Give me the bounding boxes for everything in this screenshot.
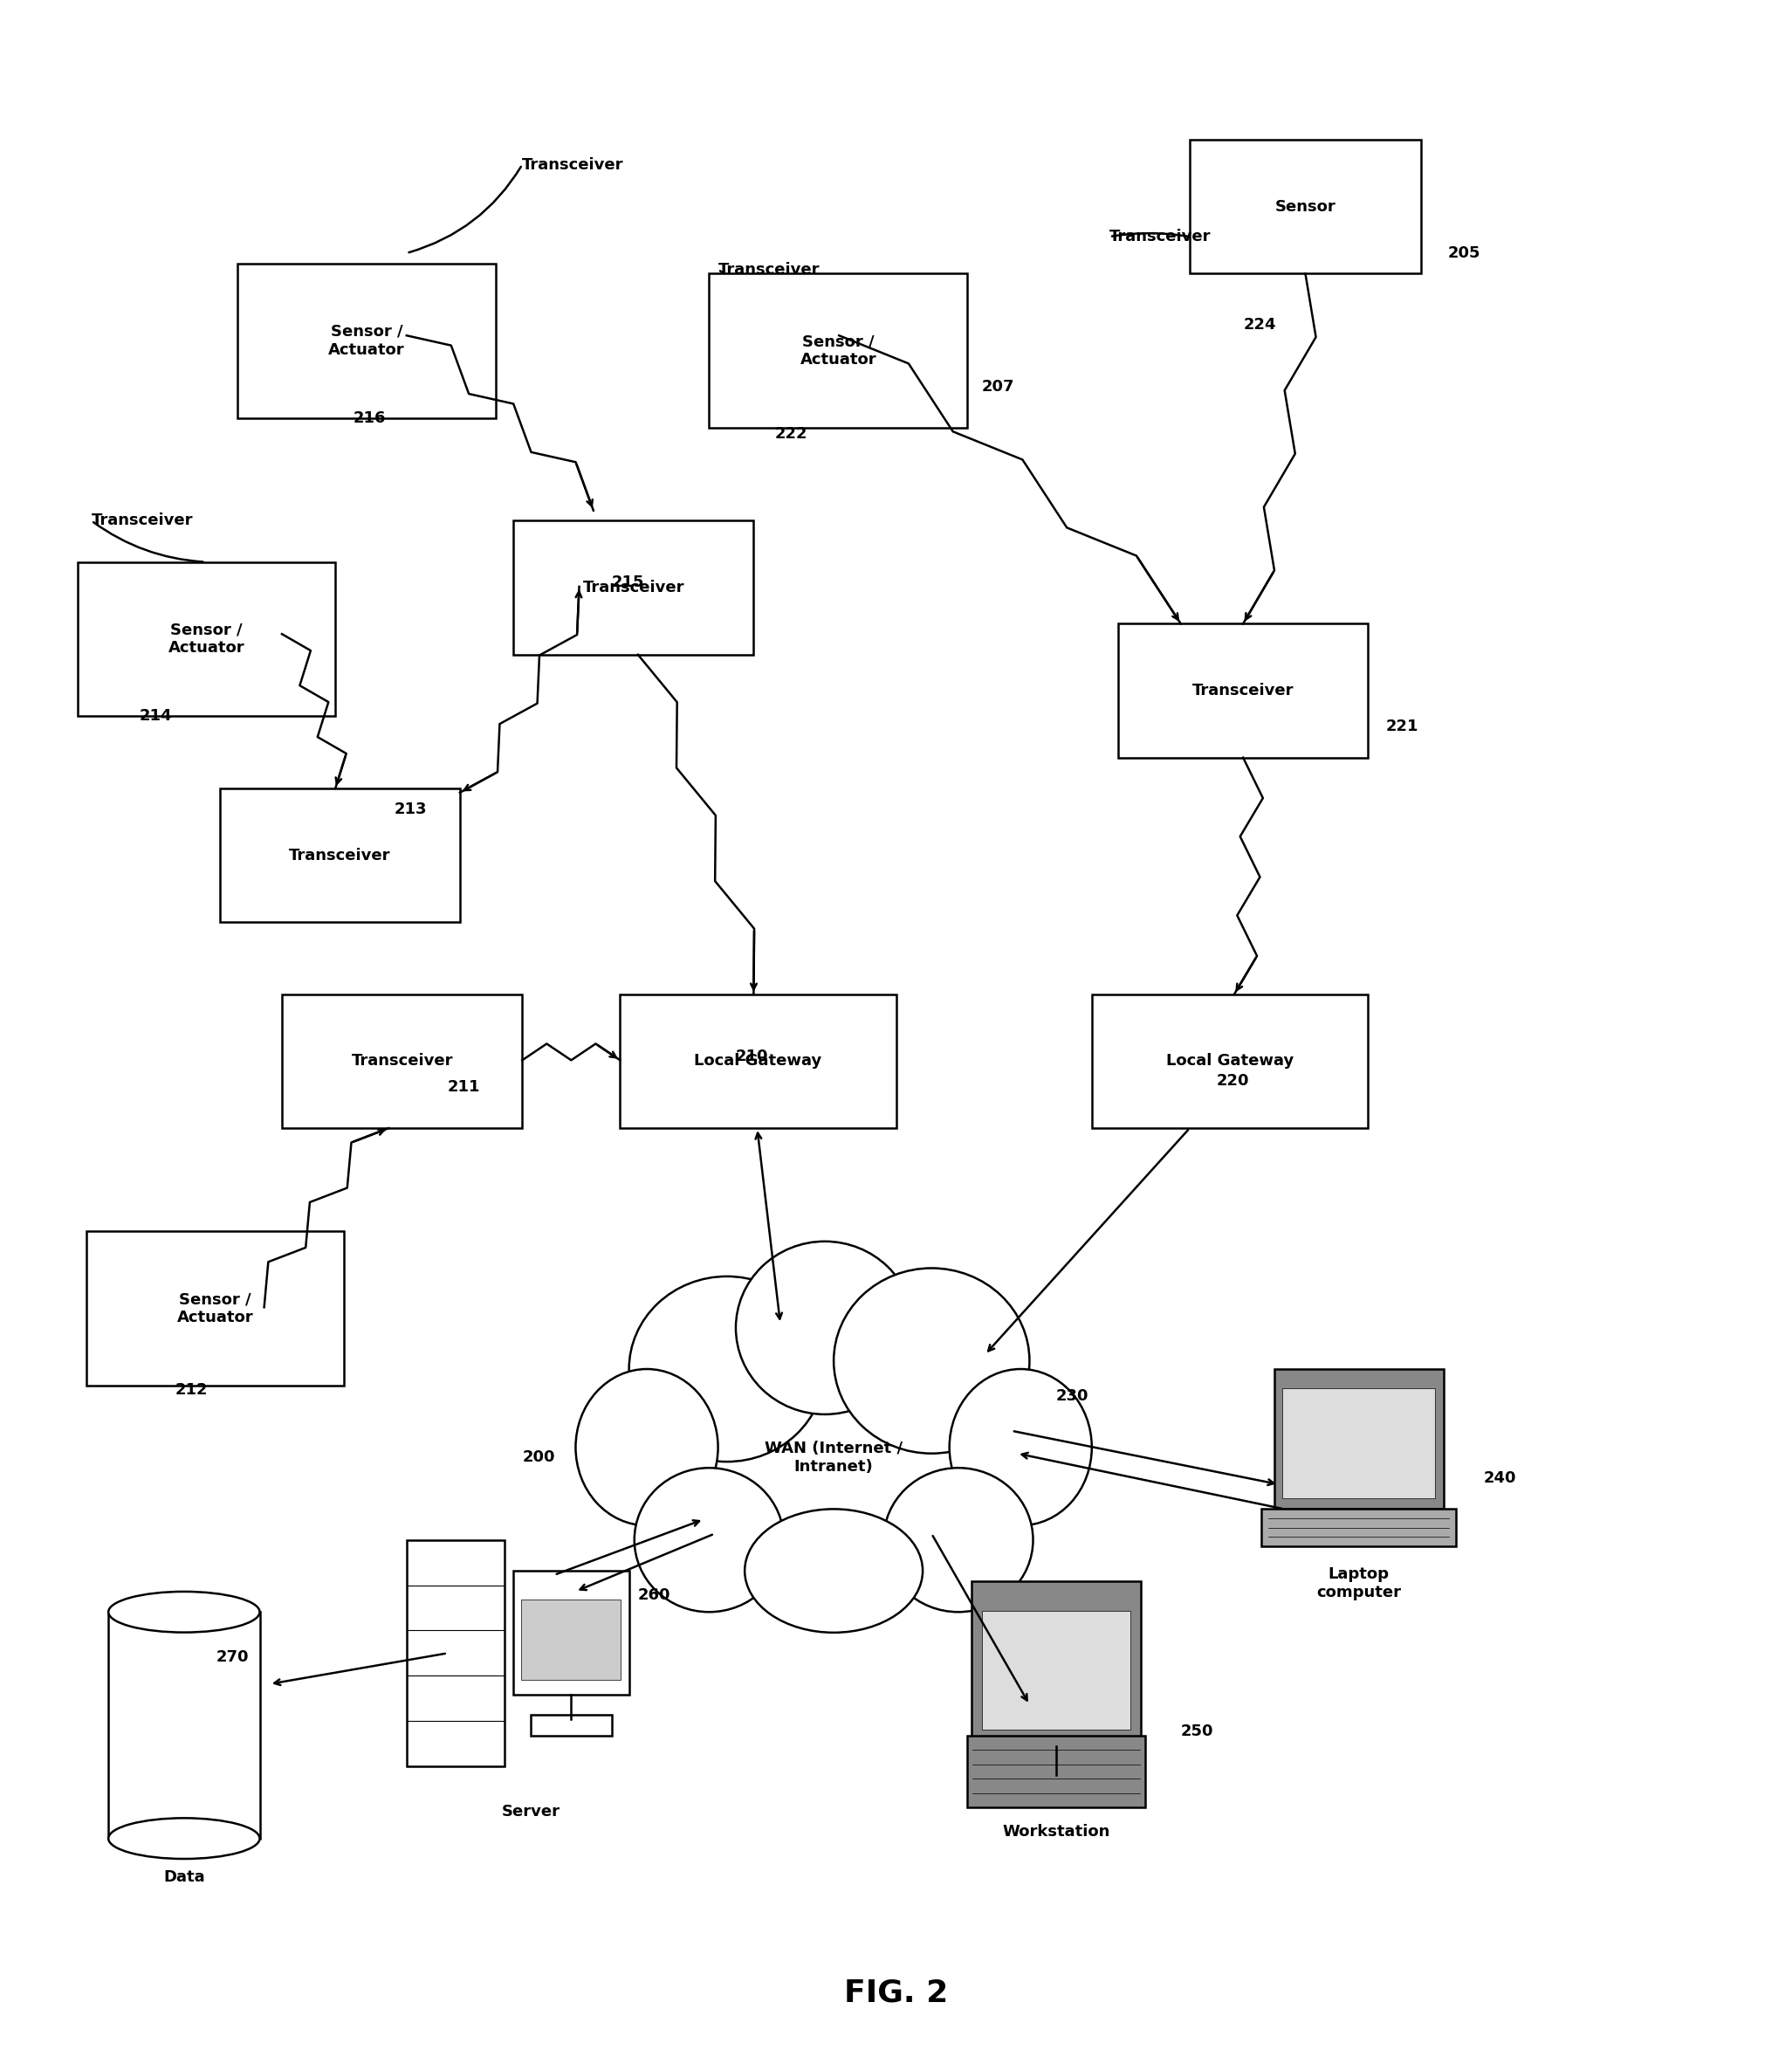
FancyBboxPatch shape	[620, 994, 896, 1129]
FancyBboxPatch shape	[982, 1611, 1131, 1729]
FancyBboxPatch shape	[407, 1541, 504, 1767]
Text: Transceiver: Transceiver	[1109, 228, 1211, 244]
FancyBboxPatch shape	[86, 1230, 344, 1385]
Text: Local Gateway: Local Gateway	[1167, 1054, 1294, 1069]
Text: Transceiver: Transceiver	[1192, 683, 1294, 698]
Text: 207: 207	[982, 379, 1014, 396]
Text: 200: 200	[521, 1450, 556, 1466]
Text: Sensor /
Actuator: Sensor / Actuator	[799, 333, 876, 369]
FancyBboxPatch shape	[968, 1735, 1145, 1808]
Text: 215: 215	[611, 574, 643, 590]
Ellipse shape	[575, 1369, 719, 1526]
Ellipse shape	[950, 1369, 1091, 1526]
FancyBboxPatch shape	[1009, 1771, 1102, 1791]
Ellipse shape	[745, 1510, 923, 1632]
FancyBboxPatch shape	[1283, 1390, 1435, 1497]
Text: 221: 221	[1385, 719, 1417, 735]
Text: 210: 210	[737, 1048, 769, 1064]
FancyBboxPatch shape	[281, 994, 521, 1129]
Text: Transceiver: Transceiver	[91, 514, 194, 528]
Text: Server: Server	[502, 1804, 561, 1818]
FancyBboxPatch shape	[77, 561, 335, 717]
FancyBboxPatch shape	[1190, 141, 1421, 273]
Text: Transceiver: Transceiver	[521, 157, 624, 172]
Text: Transceiver: Transceiver	[582, 580, 685, 596]
Text: 205: 205	[1448, 244, 1480, 261]
Ellipse shape	[108, 1818, 260, 1860]
FancyBboxPatch shape	[1118, 623, 1367, 758]
Text: 250: 250	[1181, 1723, 1213, 1740]
FancyBboxPatch shape	[1091, 994, 1367, 1129]
Text: WAN (Internet /
Intranet): WAN (Internet / Intranet)	[765, 1441, 903, 1475]
FancyBboxPatch shape	[108, 1611, 260, 1839]
Ellipse shape	[883, 1468, 1032, 1611]
FancyBboxPatch shape	[710, 273, 968, 429]
FancyBboxPatch shape	[1274, 1369, 1443, 1510]
Text: 240: 240	[1484, 1470, 1516, 1487]
FancyBboxPatch shape	[513, 520, 754, 654]
Text: Sensor /
Actuator: Sensor / Actuator	[328, 323, 405, 358]
FancyBboxPatch shape	[530, 1715, 611, 1735]
Text: Transceiver: Transceiver	[289, 847, 391, 864]
Text: 216: 216	[353, 410, 385, 427]
Text: Workstation: Workstation	[1002, 1825, 1109, 1839]
Text: 220: 220	[1217, 1073, 1249, 1089]
Text: 213: 213	[394, 801, 426, 816]
Text: Sensor /
Actuator: Sensor / Actuator	[168, 621, 244, 657]
Text: Sensor /
Actuator: Sensor / Actuator	[177, 1292, 253, 1325]
Text: Transceiver: Transceiver	[351, 1054, 453, 1069]
Text: 222: 222	[774, 427, 808, 443]
Text: Local Gateway: Local Gateway	[694, 1054, 823, 1069]
Text: 211: 211	[448, 1079, 480, 1096]
Ellipse shape	[620, 1328, 1047, 1607]
Text: FIG. 2: FIG. 2	[844, 1978, 948, 2007]
FancyBboxPatch shape	[513, 1570, 629, 1694]
Ellipse shape	[108, 1593, 260, 1632]
Text: Sensor: Sensor	[1274, 199, 1335, 215]
Text: 260: 260	[638, 1588, 670, 1603]
Text: Transceiver: Transceiver	[719, 261, 819, 278]
FancyBboxPatch shape	[238, 263, 496, 418]
Text: 230: 230	[1055, 1388, 1090, 1404]
Text: 270: 270	[217, 1649, 249, 1665]
Text: 212: 212	[176, 1381, 208, 1398]
Text: 224: 224	[1244, 317, 1276, 333]
Text: Laptop
computer: Laptop computer	[1317, 1566, 1401, 1601]
Ellipse shape	[629, 1276, 824, 1462]
Ellipse shape	[737, 1241, 914, 1414]
FancyBboxPatch shape	[220, 789, 461, 922]
FancyBboxPatch shape	[971, 1580, 1142, 1746]
Ellipse shape	[833, 1267, 1029, 1454]
Ellipse shape	[634, 1468, 783, 1611]
FancyBboxPatch shape	[1262, 1510, 1455, 1547]
Text: 214: 214	[140, 708, 172, 725]
FancyBboxPatch shape	[521, 1599, 620, 1680]
Text: Data: Data	[163, 1870, 204, 1885]
